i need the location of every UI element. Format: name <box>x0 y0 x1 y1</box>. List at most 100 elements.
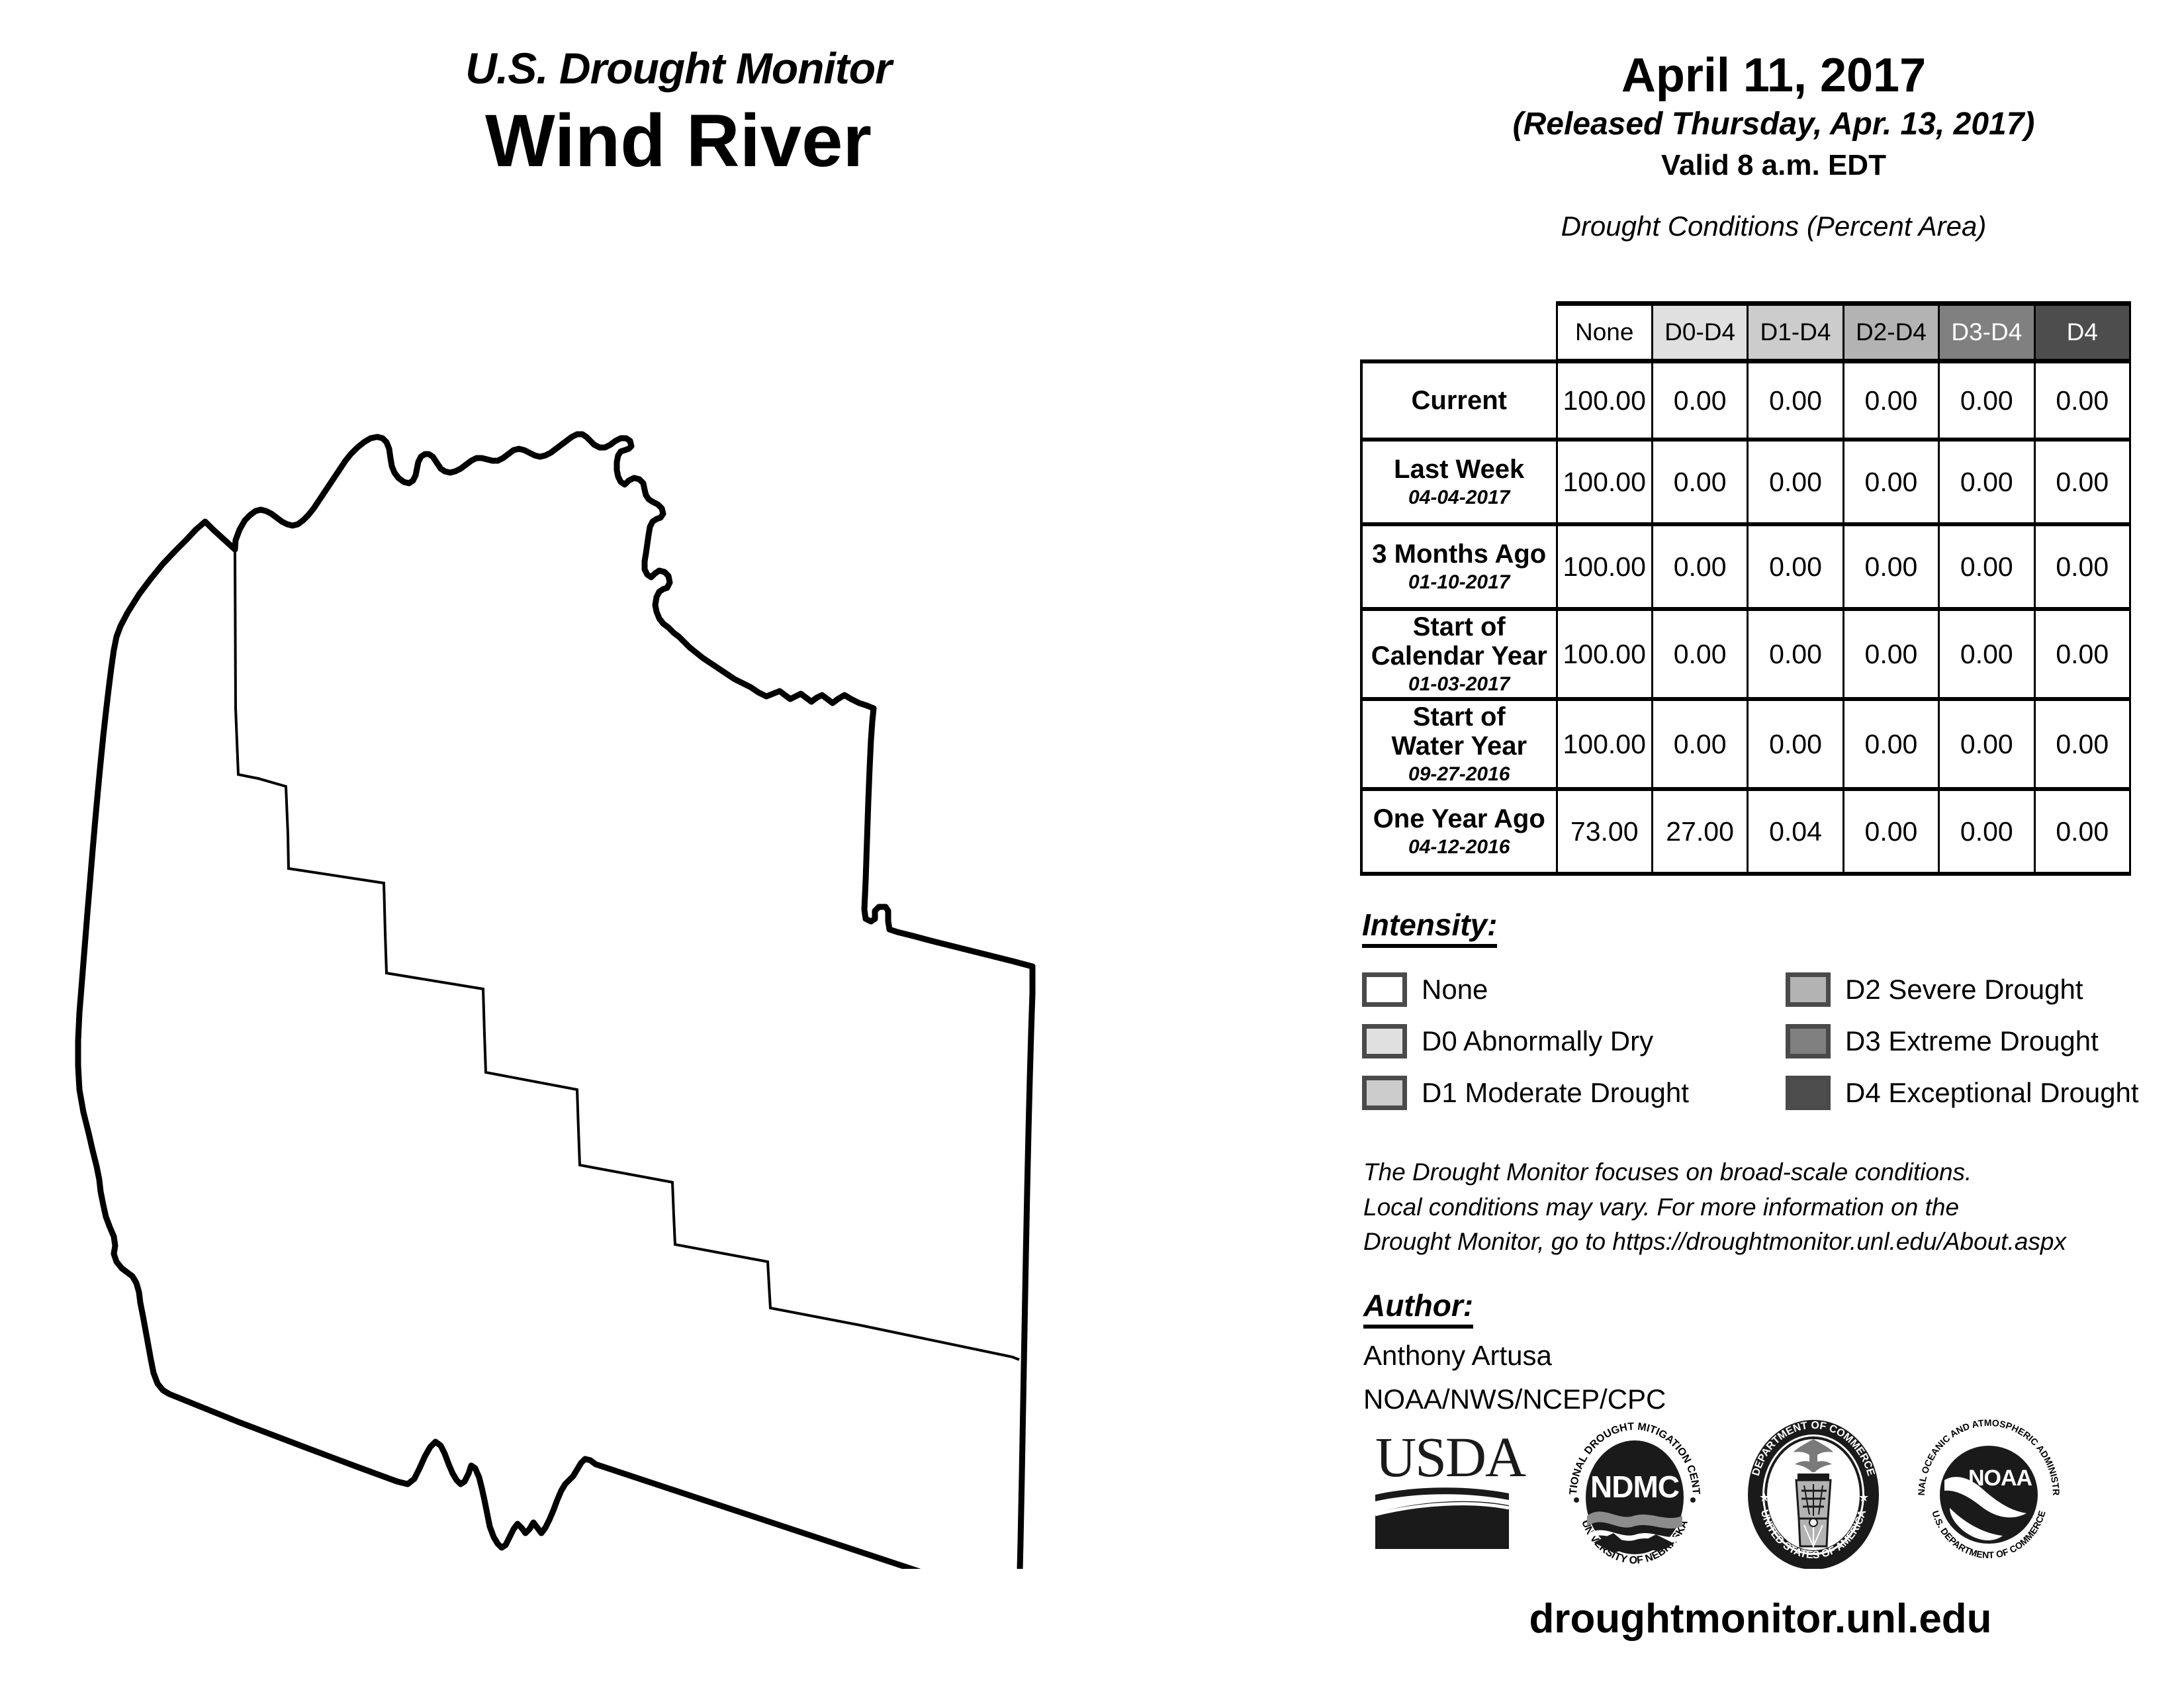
title-block: U.S. Drought Monitor Wind River <box>0 46 1357 180</box>
legend-label: D0 Abnormally Dry <box>1422 1025 1654 1056</box>
author-affiliation: NOAA/NWS/NCEP/CPC <box>1363 1383 1666 1415</box>
cell-d4: 0.00 <box>2033 359 2132 442</box>
cell-d2-d4: 0.00 <box>1842 522 1940 611</box>
row-label: Start of Calendar Year 01-03-2017 <box>1360 607 1558 701</box>
header-corner-spacer <box>1361 304 1557 361</box>
cell-d2-d4: 0.00 <box>1842 787 1940 876</box>
legend-item: D4 Exceptional Drought <box>1786 1076 2156 1110</box>
cell-d3-d4: 0.00 <box>1938 607 2036 701</box>
legend-swatch <box>1786 1024 1831 1058</box>
row-label-date: 04-12-2016 <box>1408 835 1510 858</box>
table-row: Last Week 04-04-2017 100.00 0.00 0.00 0.00 0.0… <box>1360 438 2132 526</box>
table-row: Current 100.00 0.00 0.00 0.00 0.00 0.00 <box>1360 359 2132 442</box>
table-row: Start of Calendar Year 01-03-2017 100.00 0.0… <box>1360 607 2132 701</box>
internal-boundary <box>234 549 1020 1361</box>
disclaimer-line-2: Local conditions may vary. For more info… <box>1363 1193 1960 1221</box>
row-label-text: Start of Water Year <box>1391 702 1527 761</box>
cell-none: 100.00 <box>1555 697 1653 791</box>
row-label: Start of Water Year 09-27-2016 <box>1360 697 1558 791</box>
cell-d4: 0.00 <box>2033 607 2132 701</box>
legend-item: D2 Severe Drought <box>1786 972 2156 1007</box>
noaa-logo: NATIONAL OCEANIC AND ATMOSPHERIC ADMINIS… <box>1913 1417 2062 1560</box>
legend-swatch <box>1786 972 1831 1007</box>
legend-label: D4 Exceptional Drought <box>1845 1077 2139 1108</box>
cell-none: 100.00 <box>1555 522 1653 611</box>
column-header-d3-d4: D3-D4 <box>1938 301 2036 363</box>
column-header-d1-d4: D1-D4 <box>1747 301 1844 363</box>
row-label-date: 04-04-2017 <box>1408 486 1510 508</box>
cell-d3-d4: 0.00 <box>1938 697 2036 791</box>
legend-grid: None D2 Severe Drought D0 Abnormally Dry D3… <box>1362 964 2156 1119</box>
column-header-d2-d4: D2-D4 <box>1842 301 1940 363</box>
table-row: One Year Ago 04-12-2016 73.00 27.00 0.04 0.00… <box>1360 787 2132 876</box>
disclaimer-line-1: The Drought Monitor focuses on broad-sca… <box>1363 1158 1972 1186</box>
doc-logo: DEPARTMENT OF COMMERCE UNITED STATES OF … <box>1748 1420 1879 1569</box>
cell-d4: 0.00 <box>2033 438 2132 526</box>
cell-d3-d4: 0.00 <box>1938 359 2036 442</box>
cell-d0-d4: 0.00 <box>1651 697 1749 791</box>
intensity-legend: Intensity: None D2 Severe Drought D0 Abnor… <box>1362 907 2156 1119</box>
released-date: (Released Thursday, Apr. 13, 2017) <box>1512 107 2035 142</box>
legend-item: None <box>1362 972 1786 1007</box>
program-title: U.S. Drought Monitor <box>465 44 892 93</box>
drought-conditions-table: None D0-D4 D1-D4 D2-D4 D3-D4 D4 Current 100.00… <box>1360 301 2132 876</box>
cell-d2-d4: 0.00 <box>1842 697 1940 791</box>
legend-label: D1 Moderate Drought <box>1422 1077 1689 1108</box>
author-name: Anthony Artusa <box>1363 1340 1552 1371</box>
cell-d0-d4: 27.00 <box>1651 787 1749 876</box>
row-label-text: 3 Months Ago <box>1372 539 1547 569</box>
row-label-date: 09-27-2016 <box>1408 763 1510 785</box>
legend-swatch <box>1362 972 1407 1007</box>
cell-d0-d4: 0.00 <box>1651 522 1749 611</box>
row-label: Current <box>1360 359 1558 442</box>
row-label-text: Start of Calendar Year <box>1371 612 1547 671</box>
row-label-text: Current <box>1411 385 1507 415</box>
row-label-date: 01-10-2017 <box>1408 571 1510 593</box>
cell-d1-d4: 0.00 <box>1747 359 1844 442</box>
cell-d2-d4: 0.00 <box>1842 607 1940 701</box>
disclaimer-line-3: Drought Monitor, go to https://droughtmo… <box>1363 1228 2066 1256</box>
column-header-d4: D4 <box>2033 301 2132 363</box>
map-svg <box>75 431 1036 1569</box>
cell-d1-d4: 0.00 <box>1747 697 1844 791</box>
row-label: 3 Months Ago 01-10-2017 <box>1360 522 1558 611</box>
cell-d1-d4: 0.04 <box>1747 787 1844 876</box>
svg-text:★: ★ <box>1858 1491 1869 1504</box>
cell-d0-d4: 0.00 <box>1651 359 1749 442</box>
info-panel: April 11, 2017 (Released Thursday, Apr. … <box>1360 0 2184 1688</box>
footer-url: droughtmonitor.unl.edu <box>1529 1596 1992 1642</box>
reservation-outline <box>75 431 1036 1569</box>
table-body: Current 100.00 0.00 0.00 0.00 0.00 0.00 Last We… <box>1360 359 2132 876</box>
row-label-date: 01-03-2017 <box>1408 673 1510 695</box>
legend-item: D0 Abnormally Dry <box>1362 1024 1786 1058</box>
svg-text:★: ★ <box>1759 1491 1770 1504</box>
cell-none: 73.00 <box>1555 787 1653 876</box>
table-caption: Drought Conditions (Percent Area) <box>1561 211 1987 242</box>
row-label: One Year Ago 04-12-2016 <box>1360 787 1558 876</box>
cell-d1-d4: 0.00 <box>1747 438 1844 526</box>
legend-item: D3 Extreme Drought <box>1786 1024 2156 1058</box>
logo-row: USDA NATIONAL DROUGHT MITIGATION CENTER … <box>1363 1417 2158 1582</box>
author-block: Author: Anthony Artusa NOAA/NWS/NCEP/CPC <box>1363 1288 1959 1417</box>
usda-logo-text: USDA <box>1375 1425 1526 1489</box>
row-label-text: Last Week <box>1394 454 1525 484</box>
legend-swatch <box>1362 1024 1407 1058</box>
svg-text:NDMC: NDMC <box>1590 1470 1679 1504</box>
disclaimer-text: The Drought Monitor focuses on broad-sca… <box>1363 1155 2144 1260</box>
row-label: Last Week 04-04-2017 <box>1360 438 1558 526</box>
ndmc-logo: NATIONAL DROUGHT MITIGATION CENTER UNIVE… <box>1562 1417 1702 1566</box>
column-header-d0-d4: D0-D4 <box>1651 301 1749 363</box>
cell-d4: 0.00 <box>2033 522 2132 611</box>
cell-d0-d4: 0.00 <box>1651 438 1749 526</box>
cell-d2-d4: 0.00 <box>1842 438 1940 526</box>
legend-swatch <box>1786 1076 1831 1110</box>
legend-item: D1 Moderate Drought <box>1362 1076 1786 1110</box>
author-title: Author: <box>1363 1288 1474 1329</box>
usda-logo: USDA <box>1375 1425 1527 1549</box>
legend-swatch <box>1362 1076 1407 1110</box>
table-header-row: None D0-D4 D1-D4 D2-D4 D3-D4 D4 <box>1361 301 2132 363</box>
row-label-text: One Year Ago <box>1373 804 1545 833</box>
cell-d4: 0.00 <box>2033 787 2132 876</box>
cell-d0-d4: 0.00 <box>1651 607 1749 701</box>
cell-none: 100.00 <box>1555 607 1653 701</box>
